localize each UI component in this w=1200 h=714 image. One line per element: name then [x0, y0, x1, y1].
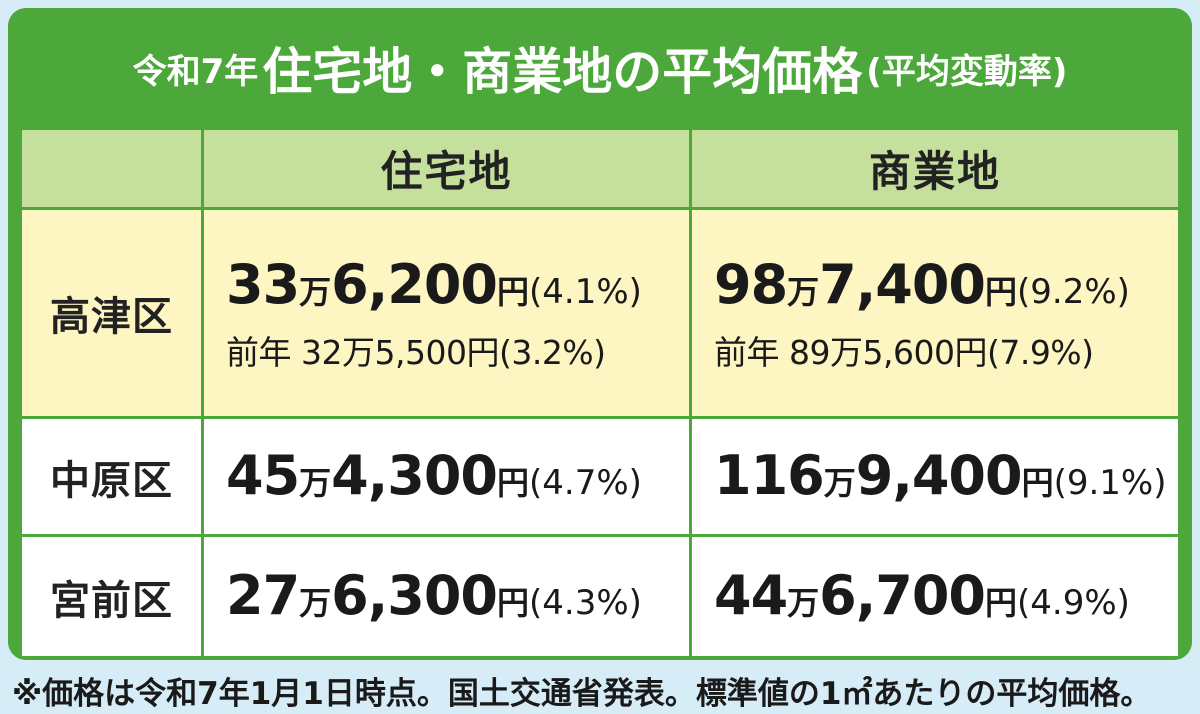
row-label-nakahara: 中原区: [22, 419, 204, 537]
price-table-panel: 令和7年 住宅地・商業地の平均価格 (平均変動率) 住宅地 商業地 高津区 33…: [8, 8, 1192, 660]
price-line: 98万7,400円(9.2%): [714, 252, 1130, 316]
miyamae-commercial: 44万6,700円(4.9%): [692, 537, 1178, 656]
title-prefix: 令和7年: [132, 51, 259, 92]
header-commercial: 商業地: [692, 130, 1178, 210]
previous-year-line: 前年 32万5,500円(3.2%): [226, 333, 606, 373]
price-line: 116万9,400円(9.1%): [714, 444, 1167, 508]
price-line: 27万6,300円(4.3%): [226, 564, 642, 628]
header-corner: [22, 130, 204, 210]
price-line: 45万4,300円(4.7%): [226, 444, 642, 508]
title-main: 住宅地・商業地の平均価格: [262, 43, 863, 101]
row-label-takatsu: 高津区: [22, 210, 204, 419]
footnote: ※価格は令和7年1月1日時点。国土交通省発表。標準値の1㎡あたりの平均価格。: [12, 676, 1152, 712]
takatsu-residential: 33万6,200円(4.1%) 前年 32万5,500円(3.2%): [204, 210, 692, 419]
miyamae-residential: 27万6,300円(4.3%): [204, 537, 692, 656]
takatsu-commercial: 98万7,400円(9.2%) 前年 89万5,600円(7.9%): [692, 210, 1178, 419]
price-table: 住宅地 商業地 高津区 33万6,200円(4.1%) 前年 32万5,500円…: [22, 130, 1178, 656]
price-line: 44万6,700円(4.9%): [714, 564, 1130, 628]
price-line: 33万6,200円(4.1%): [226, 252, 642, 316]
title-suffix: (平均変動率): [866, 51, 1068, 92]
nakahara-residential: 45万4,300円(4.7%): [204, 419, 692, 537]
header-residential: 住宅地: [204, 130, 692, 210]
nakahara-commercial: 116万9,400円(9.1%): [692, 419, 1178, 537]
row-label-miyamae: 宮前区: [22, 537, 204, 656]
table-title: 令和7年 住宅地・商業地の平均価格 (平均変動率): [8, 8, 1192, 128]
previous-year-line: 前年 89万5,600円(7.9%): [714, 333, 1094, 373]
